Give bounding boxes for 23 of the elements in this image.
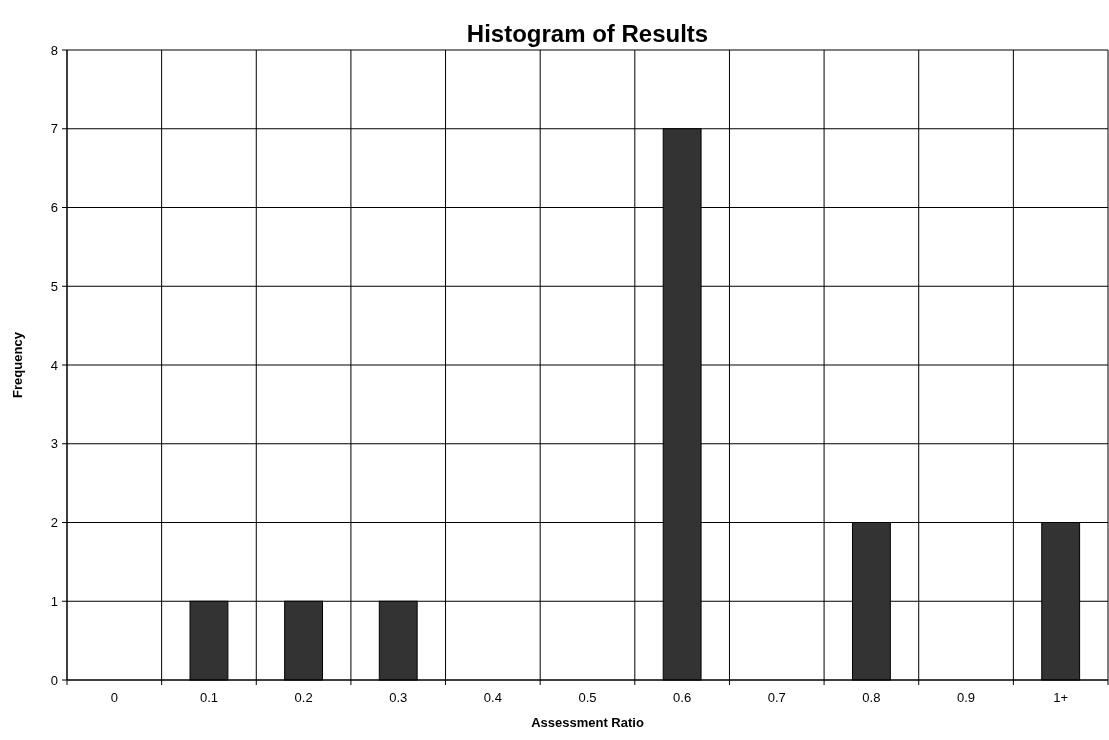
x-tick-label: 1+ — [1053, 690, 1069, 705]
x-tick-label: 0.9 — [957, 690, 976, 705]
y-tick-label: 2 — [50, 515, 58, 531]
y-tick-label: 0 — [50, 672, 58, 688]
y-tick-label: 3 — [50, 436, 58, 452]
x-tick-label: 0.2 — [294, 690, 313, 705]
y-tick-label: 4 — [50, 357, 58, 373]
y-tick-label: 1 — [50, 593, 58, 609]
chart-title: Histogram of Results — [466, 20, 709, 47]
x-tick-label: 0.3 — [389, 690, 408, 705]
y-tick-label: 6 — [50, 200, 58, 216]
x-tick-label: 0.8 — [862, 690, 881, 705]
x-tick-label: 0.1 — [199, 690, 218, 705]
x-tick-label: 0.5 — [578, 690, 597, 705]
y-axis-title: Frequency — [10, 331, 25, 398]
x-tick-label: 0 — [110, 690, 118, 705]
y-tick-label: 5 — [50, 278, 58, 294]
x-tick-label: 0.6 — [673, 690, 692, 705]
y-tick-label: 7 — [50, 121, 58, 137]
x-axis-title: Assessment Ratio — [531, 715, 644, 730]
x-tick-label: 0.4 — [483, 690, 502, 705]
y-tick-label: 8 — [50, 42, 58, 58]
x-tick-label: 0.7 — [767, 690, 786, 705]
